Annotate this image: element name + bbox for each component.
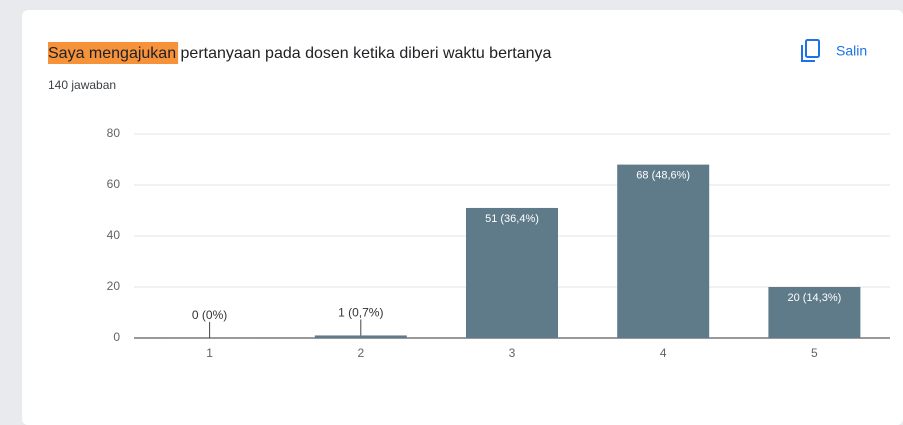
y-tick-label: 40	[107, 228, 121, 242]
bar	[617, 164, 710, 338]
y-tick-label: 80	[107, 126, 121, 140]
copy-icon	[805, 39, 820, 58]
y-tick-label: 60	[107, 177, 121, 191]
title-highlight	[48, 42, 179, 64]
data-label: 68 (48,6%)	[636, 170, 690, 182]
chart-title: Saya mengajukan pertanyaan pada dosen ke…	[48, 45, 552, 62]
data-label: 1 (0,7%)	[338, 306, 383, 320]
x-tick-label: 2	[357, 346, 364, 360]
data-label: 51 (36,4%)	[485, 213, 539, 225]
copy-icon	[801, 45, 815, 62]
copy-label[interactable]: Salin	[836, 43, 867, 59]
copy-button[interactable]: Salin	[795, 38, 880, 66]
data-label: 0 (0%)	[192, 308, 227, 322]
y-tick-label: 0	[113, 330, 120, 344]
chart-subtitle: 140 jawaban	[48, 78, 116, 92]
bar	[768, 287, 861, 338]
data-label: 20 (14,3%)	[787, 292, 841, 304]
x-tick-label: 1	[206, 346, 213, 360]
y-tick-label: 20	[107, 279, 121, 293]
x-tick-label: 3	[509, 346, 516, 360]
card	[22, 10, 903, 425]
x-tick-label: 4	[660, 346, 667, 360]
bar	[466, 207, 558, 338]
bar	[314, 335, 407, 338]
x-tick-label: 5	[811, 346, 818, 360]
